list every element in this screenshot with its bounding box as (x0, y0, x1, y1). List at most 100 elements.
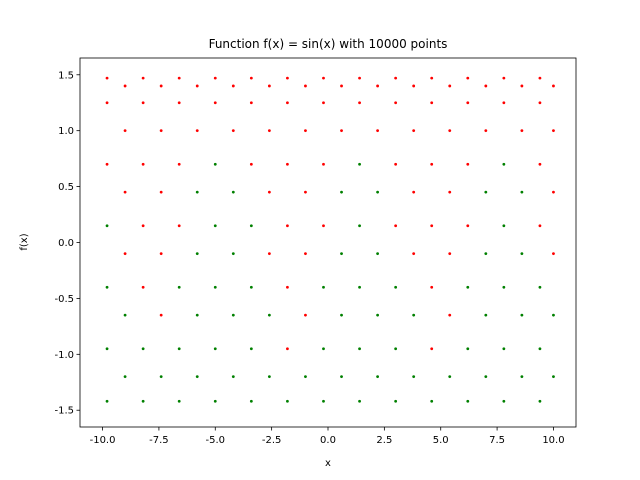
scatter-point (195, 252, 199, 256)
scatter-point (267, 252, 271, 256)
scatter-point (552, 190, 555, 194)
scatter-point (394, 162, 398, 166)
scatter-point (105, 285, 109, 289)
scatter-point (213, 162, 217, 166)
scatter-point (304, 375, 307, 379)
scatter-point (267, 190, 271, 194)
scatter-point (340, 313, 343, 317)
scatter-point (123, 252, 127, 256)
scatter-point (340, 129, 343, 133)
scatter-point (123, 190, 127, 194)
y-tick-label: -1.0 (54, 350, 74, 361)
scatter-point (213, 347, 217, 351)
scatter-point (231, 375, 235, 379)
scatter-point (448, 252, 452, 256)
scatter-point (195, 375, 199, 379)
scatter-point (177, 347, 181, 351)
y-axis-label: f(x) (19, 233, 30, 250)
scatter-point (213, 224, 217, 228)
scatter-point (502, 224, 506, 228)
scatter-point (484, 129, 488, 133)
scatter-point (502, 76, 506, 80)
scatter-point (159, 84, 163, 88)
scatter-point (466, 285, 470, 289)
scatter-point (412, 375, 416, 379)
scatter-point (484, 190, 488, 194)
scatter-point (430, 347, 434, 351)
scatter-point (286, 399, 289, 403)
scatter-point (502, 101, 506, 105)
scatter-point (267, 313, 271, 317)
scatter-point (552, 252, 555, 256)
scatter-point (484, 84, 488, 88)
scatter-point (177, 399, 181, 403)
y-tick-label: -0.5 (54, 294, 74, 305)
scatter-point (159, 129, 163, 133)
scatter-point (249, 399, 253, 403)
scatter-point (249, 162, 253, 166)
scatter-point (412, 129, 416, 133)
scatter-point (520, 375, 524, 379)
scatter-point (322, 162, 325, 166)
x-tick-label: 5.0 (433, 435, 449, 446)
scatter-point (552, 313, 555, 317)
scatter-point (412, 84, 416, 88)
scatter-point (304, 129, 307, 133)
scatter-point (231, 84, 235, 88)
x-axis-label: x (325, 458, 331, 469)
scatter-point (267, 129, 271, 133)
scatter-point (552, 84, 555, 88)
scatter-point (213, 101, 217, 105)
scatter-point (448, 190, 452, 194)
scatter-point (304, 313, 307, 317)
x-tick-label: 10.0 (542, 435, 564, 446)
scatter-point (340, 252, 343, 256)
scatter-point (430, 76, 434, 80)
scatter-point (394, 285, 398, 289)
scatter-point (304, 84, 307, 88)
scatter-point (376, 252, 379, 256)
scatter-point (304, 190, 307, 194)
scatter-point (141, 224, 145, 228)
x-tick-label: 2.5 (376, 435, 392, 446)
scatter-point (213, 76, 217, 80)
scatter-point (376, 375, 379, 379)
scatter-point (430, 162, 434, 166)
scatter-point (430, 399, 434, 403)
scatter-point (249, 285, 253, 289)
scatter-point (231, 252, 235, 256)
scatter-point (502, 285, 506, 289)
scatter-point (376, 129, 379, 133)
scatter-point (231, 190, 235, 194)
scatter-point (286, 162, 289, 166)
scatter-point (286, 101, 289, 105)
scatter-point (195, 129, 199, 133)
scatter-point (322, 399, 325, 403)
scatter-point (159, 375, 163, 379)
scatter-point (141, 347, 145, 351)
scatter-point (552, 375, 555, 379)
scatter-point (159, 252, 163, 256)
scatter-point (502, 347, 506, 351)
scatter-point (304, 252, 307, 256)
scatter-point (484, 313, 488, 317)
scatter-point (520, 129, 524, 133)
scatter-point (249, 76, 253, 80)
scatter-point (123, 375, 127, 379)
scatter-point (231, 129, 235, 133)
scatter-point (448, 313, 452, 317)
scatter-point (322, 101, 325, 105)
x-tick-label: -5.0 (206, 435, 226, 446)
scatter-point (141, 162, 145, 166)
scatter-point (105, 399, 109, 403)
x-tick-label: -7.5 (149, 435, 169, 446)
scatter-point (412, 190, 416, 194)
scatter-point (484, 375, 488, 379)
scatter-point (141, 399, 145, 403)
x-tick-label: 0.0 (320, 435, 336, 446)
scatter-point (502, 162, 506, 166)
chart-title: Function f(x) = sin(x) with 10000 points (209, 37, 448, 51)
scatter-point (177, 162, 181, 166)
scatter-point (466, 224, 470, 228)
